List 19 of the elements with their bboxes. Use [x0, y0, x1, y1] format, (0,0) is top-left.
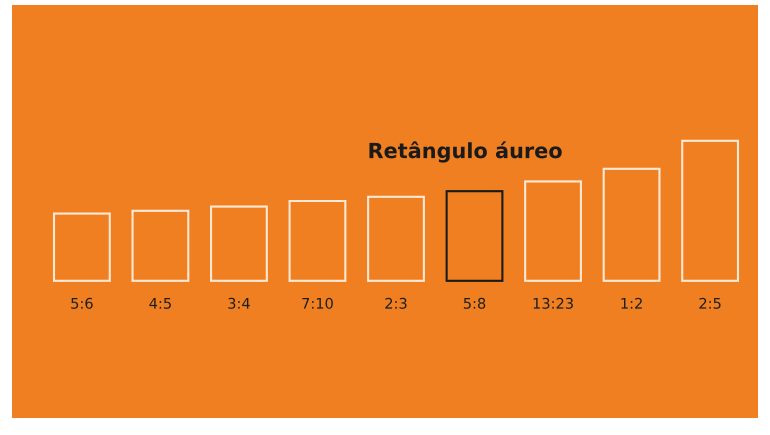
- bar: [524, 180, 582, 282]
- x-tick-label: 5:8: [464, 298, 486, 309]
- bar: [446, 190, 504, 282]
- bar: [602, 168, 660, 282]
- chart-title: Retângulo áureo: [369, 141, 562, 163]
- x-tick-label: 13:23: [534, 298, 573, 309]
- x-tick-label: 2:3: [385, 298, 407, 309]
- x-tick-label: 7:10: [302, 298, 333, 309]
- bar: [288, 200, 346, 282]
- x-tick-label: 3:4: [228, 298, 250, 309]
- x-tick-label: 4:5: [149, 298, 171, 309]
- bar: [367, 196, 425, 282]
- bar: [210, 206, 268, 282]
- x-tick-label: 1:2: [621, 298, 642, 309]
- bar: [52, 212, 111, 282]
- x-tick-label: 2:5: [699, 298, 721, 309]
- bar: [681, 140, 740, 282]
- bar: [131, 210, 190, 282]
- x-tick-label: 5:6: [71, 298, 93, 309]
